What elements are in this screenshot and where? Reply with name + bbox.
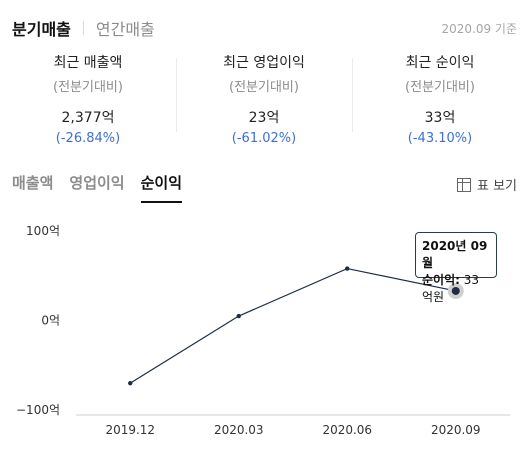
data-point (345, 266, 350, 271)
table-view-button[interactable]: 표 보기 (456, 175, 517, 194)
y-tick-label: 100억 (26, 224, 60, 238)
tab-net-income[interactable]: 순이익 (140, 172, 183, 203)
summary-operating-profit: 최근 영업이익 (전분기대비) 23억 (-61.02%) (176, 50, 352, 146)
summary-label: 최근 매출액 (53, 55, 123, 71)
data-point (236, 313, 241, 319)
summary-panel: 최근 매출액 (전분기대비) 2,377억 (-26.84%) 최근 영업이익 … (0, 50, 529, 146)
tab-divider (82, 21, 84, 35)
data-point-highlighted (451, 286, 460, 295)
summary-sub: (전분기대비) (53, 80, 123, 95)
net-income-chart: 100억 0억 −100억 2019.12 2020.03 2020.06 2020.09 (16, 224, 510, 437)
chart-tooltip: 2020년 09월 순이익: 33억원 (415, 232, 497, 304)
y-tick-label: 0억 (41, 314, 60, 328)
summary-sales: 최근 매출액 (전분기대비) 2,377억 (-26.84%) (0, 50, 176, 146)
series-line (129, 267, 456, 384)
table-view-label: 표 보기 (476, 179, 517, 194)
y-tick-label: −100억 (16, 403, 60, 417)
summary-value: 33억 (424, 110, 456, 126)
summary-sub: (전분기대비) (405, 80, 475, 95)
summary-label: 최근 순이익 (405, 55, 475, 71)
summary-value: 23억 (248, 110, 280, 126)
summary-sub: (전분기대비) (229, 80, 299, 95)
x-tick-label: 2020.06 (322, 423, 372, 437)
summary-change: (-26.84%) (55, 131, 121, 146)
summary-change: (-61.02%) (231, 131, 297, 146)
metric-tabs: 매출액 영업이익 순이익 (12, 172, 198, 203)
tab-sales[interactable]: 매출액 (12, 174, 54, 192)
x-tick-label: 2019.12 (105, 423, 155, 437)
table-icon (456, 177, 471, 192)
x-tick-label: 2020.09 (431, 423, 481, 437)
as-of-date: 2020.09 기준 (441, 22, 517, 36)
tab-quarterly-sales[interactable]: 분기매출 (12, 20, 71, 39)
summary-label: 최근 영업이익 (223, 55, 305, 71)
summary-value: 2,377억 (61, 110, 115, 126)
summary-net-income: 최근 순이익 (전분기대비) 33억 (-43.10%) (352, 50, 528, 146)
summary-change: (-43.10%) (407, 131, 473, 146)
tab-annual-sales[interactable]: 연간매출 (95, 20, 155, 39)
data-point (128, 380, 133, 386)
tooltip-title: 2020년 09월 (422, 239, 488, 270)
period-tabs: 분기매출 연간매출 (12, 16, 155, 40)
tooltip-key: 순이익: (422, 273, 460, 287)
tooltip-value: 33억원 (422, 273, 480, 304)
x-tick-label: 2020.03 (214, 423, 264, 437)
tab-operating-profit[interactable]: 영업이익 (69, 174, 125, 192)
tooltip-row: 순이익: 33억원 (422, 272, 490, 306)
